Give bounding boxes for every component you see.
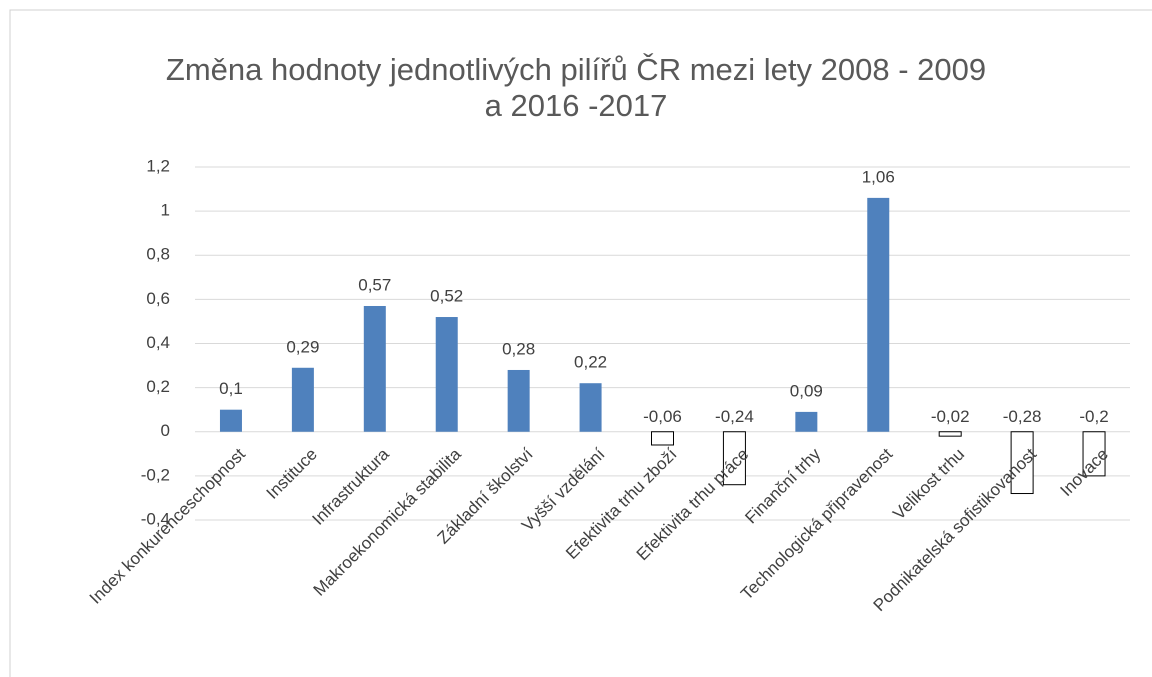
bar [795, 411, 818, 432]
data-label: 0,52 [430, 287, 463, 306]
y-tick-label: 0,8 [146, 245, 170, 264]
bar [291, 367, 314, 432]
chart-title: Změna hodnoty jednotlivých pilířů ČR mez… [166, 52, 986, 87]
bar [1010, 431, 1034, 495]
bar [867, 197, 890, 432]
bar [507, 369, 530, 432]
data-label: 1,06 [862, 167, 895, 186]
data-label: -0,24 [715, 407, 754, 426]
bar [938, 431, 962, 437]
bar [363, 305, 386, 432]
bar [219, 409, 242, 432]
y-tick-label: 0,2 [146, 377, 170, 396]
y-tick-label: 0,4 [146, 333, 170, 352]
y-tick-label: 1,2 [146, 156, 170, 175]
bar [435, 317, 458, 432]
bar [579, 383, 602, 432]
data-label: -0,02 [931, 407, 970, 426]
data-label: 0,1 [219, 379, 243, 398]
y-tick-label: 0 [161, 421, 170, 440]
data-label: -0,06 [643, 407, 682, 426]
y-tick-label: 1 [161, 201, 170, 220]
bar [651, 431, 674, 446]
data-label: 0,28 [502, 339, 535, 358]
bar [1082, 431, 1106, 477]
data-label: -0,28 [1003, 407, 1042, 426]
data-label: -0,2 [1079, 407, 1108, 426]
data-label: 0,22 [574, 353, 607, 372]
y-tick-label: 0,6 [146, 289, 170, 308]
data-label: 0,57 [358, 275, 391, 294]
bar [722, 431, 746, 486]
y-tick-label: -0,4 [141, 509, 170, 528]
data-label: 0,09 [790, 381, 823, 400]
chart-title: a 2016 -2017 [485, 88, 668, 123]
y-tick-label: -0,2 [141, 465, 170, 484]
data-label: 0,29 [286, 337, 319, 356]
